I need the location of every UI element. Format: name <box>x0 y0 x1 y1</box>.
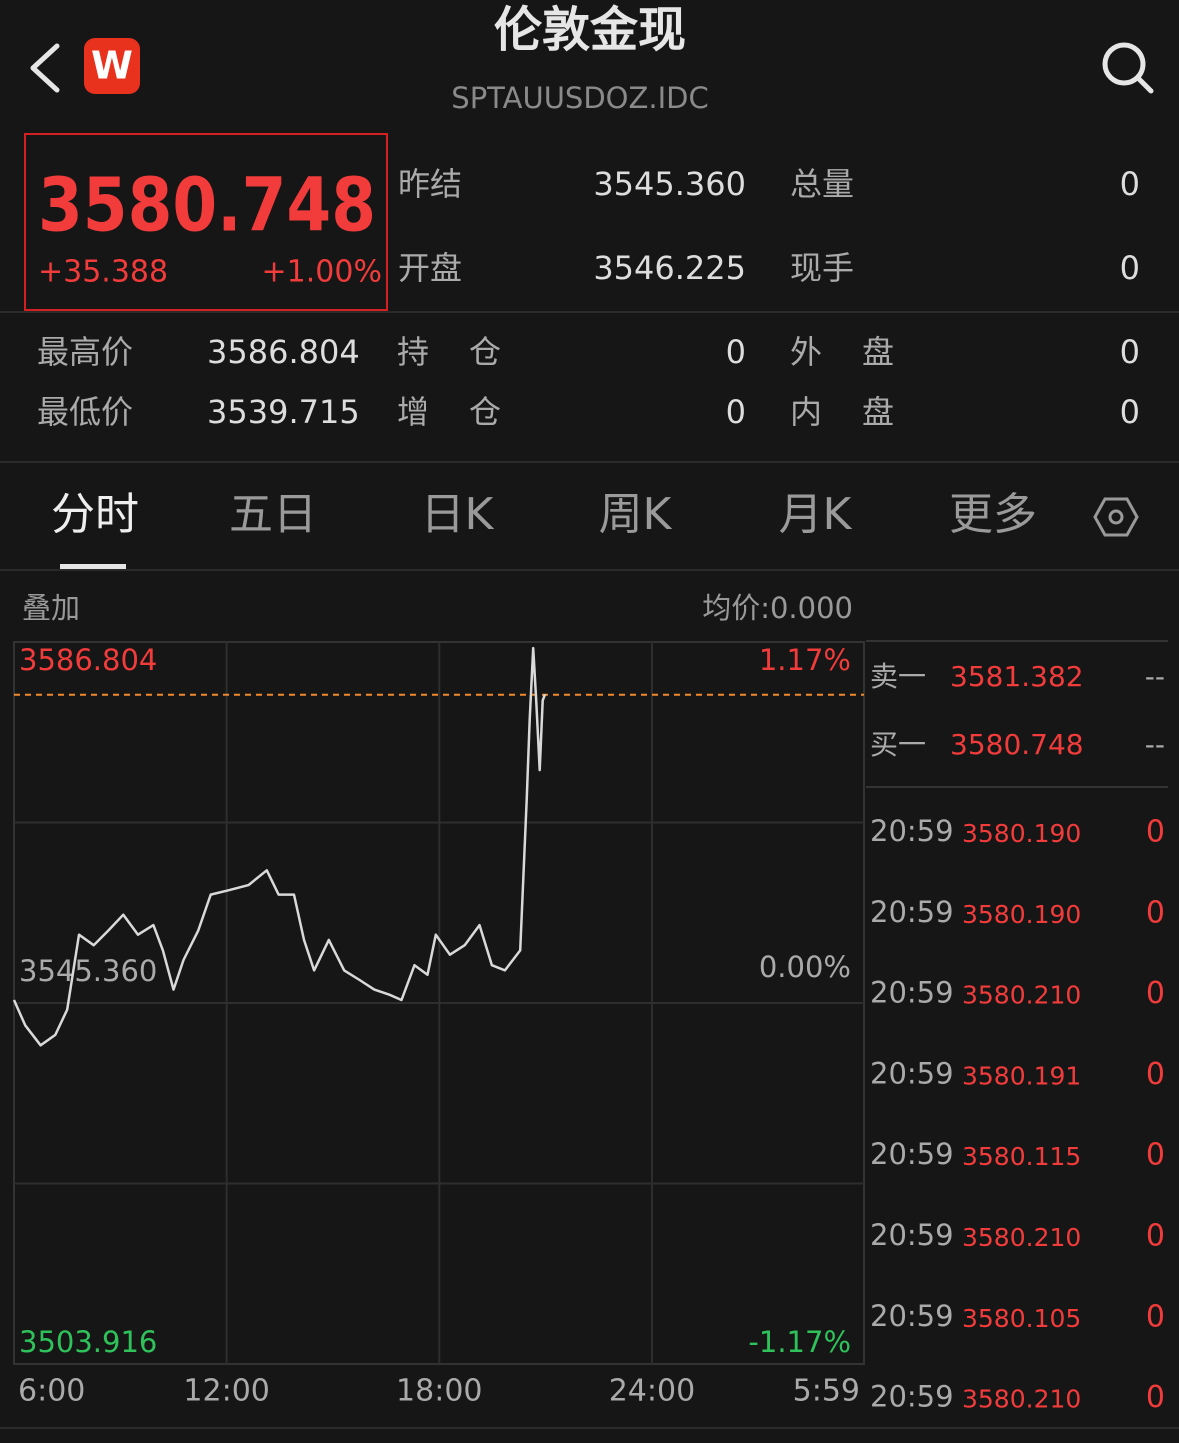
tab-underline <box>60 564 126 569</box>
stat-value: 3586.804 <box>207 333 360 371</box>
trade-price: 3580.190 <box>962 819 1081 848</box>
x-tick-label: 12:00 <box>183 1374 269 1409</box>
trade-time: 20:59 <box>870 1218 954 1252</box>
overlay-label[interactable]: 叠加 <box>22 591 80 625</box>
book-price: 3580.748 <box>950 728 1084 761</box>
trade-price: 3580.210 <box>962 981 1081 1010</box>
tab[interactable]: 五日 <box>229 489 317 540</box>
stat-value: 0 <box>1120 249 1140 287</box>
book-label: 卖一 <box>870 660 926 693</box>
stat-value: 3546.225 <box>593 249 746 287</box>
stat-label: 总量 <box>790 165 854 203</box>
y-tick-label: 3586.804 <box>19 643 157 677</box>
back-button[interactable] <box>30 43 60 93</box>
x-tick-label: 18:00 <box>396 1374 482 1409</box>
trade-volume: 0 <box>1146 1219 1165 1254</box>
y2-tick-label: 0.00% <box>759 950 851 984</box>
trade-price: 3580.210 <box>962 1385 1081 1414</box>
trade-volume: 0 <box>1146 895 1165 930</box>
change-pct: +1.00% <box>262 255 382 290</box>
stat-label: 最低价 <box>37 393 133 431</box>
logo[interactable] <box>84 38 140 94</box>
x-tick-label: 6:00 <box>18 1374 85 1409</box>
trade-volume: 0 <box>1146 1299 1165 1334</box>
stat-label: 最高价 <box>37 333 133 371</box>
stat-value: 0 <box>1120 165 1140 203</box>
tab[interactable]: 月K <box>779 489 853 540</box>
trade-time: 20:59 <box>870 1299 954 1333</box>
trade-volume: 0 <box>1146 815 1165 850</box>
stat-label: 现手 <box>790 249 854 287</box>
search-button[interactable] <box>1102 42 1154 94</box>
stat-label: 昨结 <box>398 165 462 203</box>
x-tick-label: 24:00 <box>609 1374 695 1409</box>
book-volume: -- <box>1145 728 1165 761</box>
tab[interactable]: 更多 <box>949 489 1037 540</box>
stat-value: 0 <box>1120 393 1140 431</box>
trade-time: 20:59 <box>870 1056 954 1090</box>
trade-price: 3580.190 <box>962 900 1081 929</box>
trade-volume: 0 <box>1146 1138 1165 1173</box>
price-line <box>12 646 547 1047</box>
change: +35.388 <box>38 255 168 290</box>
stat-label: 持仓 <box>397 333 541 371</box>
trade-time: 20:59 <box>870 1380 954 1414</box>
trade-time: 20:59 <box>870 1137 954 1171</box>
trade-time: 20:59 <box>870 814 954 848</box>
title: 伦敦金现 <box>494 2 686 58</box>
trade-price: 3580.210 <box>962 1223 1081 1252</box>
trade-time: 20:59 <box>870 976 954 1010</box>
code: SPTAUUSDOZ.IDC <box>451 81 708 115</box>
book-label: 买一 <box>870 728 926 761</box>
stat-label: 外盘 <box>790 333 934 371</box>
stat-label: 增仓 <box>397 393 541 431</box>
stat-value: 0 <box>726 393 746 431</box>
trade-price: 3580.115 <box>962 1142 1081 1171</box>
tab[interactable]: 分时 <box>51 489 139 540</box>
y2-tick-label: 1.17% <box>759 643 851 677</box>
trade-price: 3580.105 <box>962 1304 1081 1333</box>
settings-button[interactable] <box>1093 497 1139 537</box>
price: 3580.748 <box>38 163 376 249</box>
y-tick-label: 3503.916 <box>19 1325 157 1359</box>
trade-volume: 0 <box>1146 1380 1165 1415</box>
x-tick-label: 5:59 <box>793 1374 860 1409</box>
book-price: 3581.382 <box>950 660 1084 693</box>
y2-tick-label: -1.17% <box>748 1325 851 1359</box>
avg-price: 均价:0.000 <box>702 591 853 625</box>
quote-box <box>24 133 388 311</box>
book-volume: -- <box>1145 660 1165 693</box>
tab[interactable]: 周K <box>599 489 673 540</box>
stat-value: 0 <box>726 333 746 371</box>
trade-time: 20:59 <box>870 895 954 929</box>
trade-volume: 0 <box>1146 1057 1165 1092</box>
stat-value: 3545.360 <box>593 165 746 203</box>
logo-text: W <box>91 44 133 88</box>
stat-value: 0 <box>1120 333 1140 371</box>
trade-price: 3580.191 <box>962 1061 1081 1090</box>
trade-volume: 0 <box>1146 976 1165 1011</box>
stat-value: 3539.715 <box>207 393 360 431</box>
tab[interactable]: 日K <box>421 489 495 540</box>
y-tick-label: 3545.360 <box>19 954 157 988</box>
stat-label: 开盘 <box>398 249 462 287</box>
stat-label: 内盘 <box>790 393 934 431</box>
